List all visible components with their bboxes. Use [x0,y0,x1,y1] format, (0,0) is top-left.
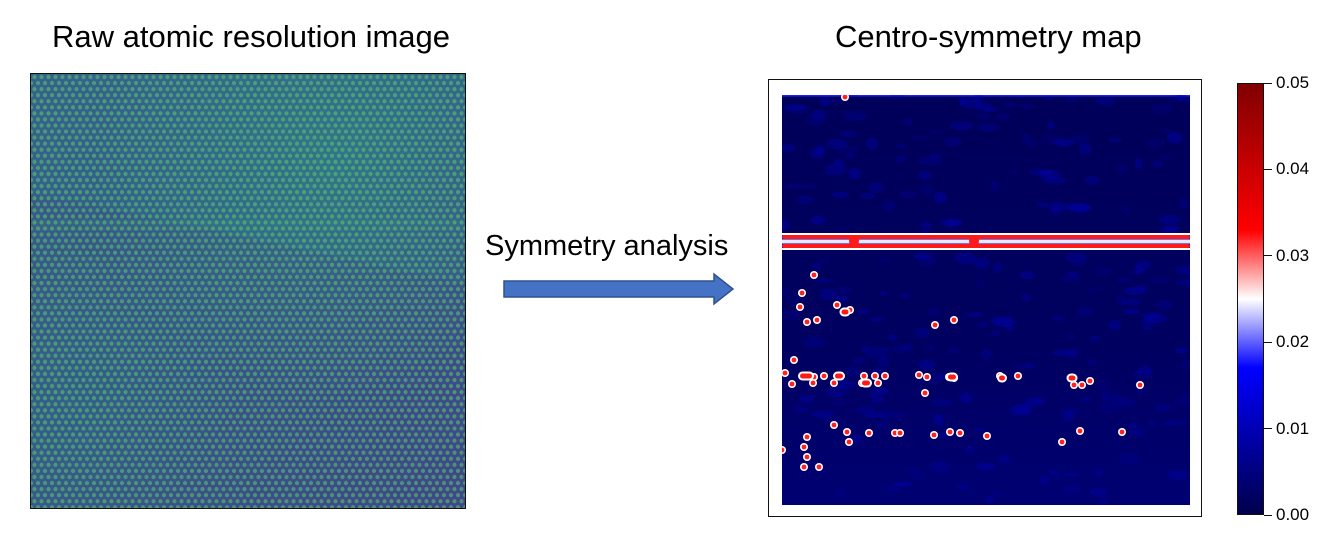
colorbar-tick-label: 0.04 [1276,159,1310,179]
raw-image-title: Raw atomic resolution image [52,19,451,54]
colorbar-tick-label: 0.05 [1276,73,1310,92]
colorbar-tick [1264,341,1272,343]
colorbar-tick-label: 0.02 [1276,332,1310,352]
raw-atomic-image [30,73,466,509]
colorbar-tick [1264,514,1272,516]
colorbar-tick-label: 0.00 [1276,505,1310,524]
right-arrow-icon [503,272,735,317]
centro-symmetry-map [782,95,1190,505]
symmetry-analysis-label: Symmetry analysis [485,230,729,262]
colorbar-tick-label: 0.03 [1276,245,1310,265]
colorbar-tick [1264,255,1272,257]
colorbar-tick-label: 0.01 [1276,418,1310,438]
colorbar-tick [1264,428,1272,430]
colorbar [1237,83,1264,515]
colorbar-tick [1264,82,1272,84]
colorbar-tick [1264,168,1272,170]
centro-symmetry-map-title: Centro-symmetry map [835,19,1142,54]
